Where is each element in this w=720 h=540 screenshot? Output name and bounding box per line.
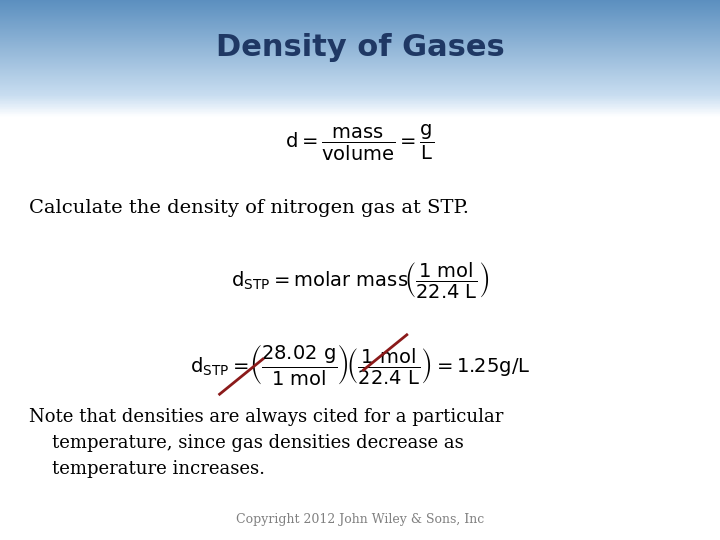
Text: $\mathrm{d_{STP}} = \mathrm{molar\ mass}\!\left(\dfrac{1\ \mathrm{mol}}{22.4\ \m: $\mathrm{d_{STP}} = \mathrm{molar\ mass}… [231, 260, 489, 300]
Text: $\mathrm{d} = \dfrac{\mathrm{mass}}{\mathrm{volume}} = \dfrac{\mathrm{g}}{\mathr: $\mathrm{d} = \dfrac{\mathrm{mass}}{\mat… [285, 123, 435, 163]
Text: Density of Gases: Density of Gases [215, 33, 505, 62]
Text: $\mathrm{d_{STP}} = \!\left(\dfrac{28.02\ \mathrm{g}}{1\ \mathrm{mol}}\right)\!\: $\mathrm{d_{STP}} = \!\left(\dfrac{28.02… [190, 342, 530, 387]
Text: Copyright 2012 John Wiley & Sons, Inc: Copyright 2012 John Wiley & Sons, Inc [236, 514, 484, 526]
Text: Note that densities are always cited for a particular
    temperature, since gas: Note that densities are always cited for… [29, 408, 503, 478]
Text: Calculate the density of nitrogen gas at STP.: Calculate the density of nitrogen gas at… [29, 199, 469, 217]
